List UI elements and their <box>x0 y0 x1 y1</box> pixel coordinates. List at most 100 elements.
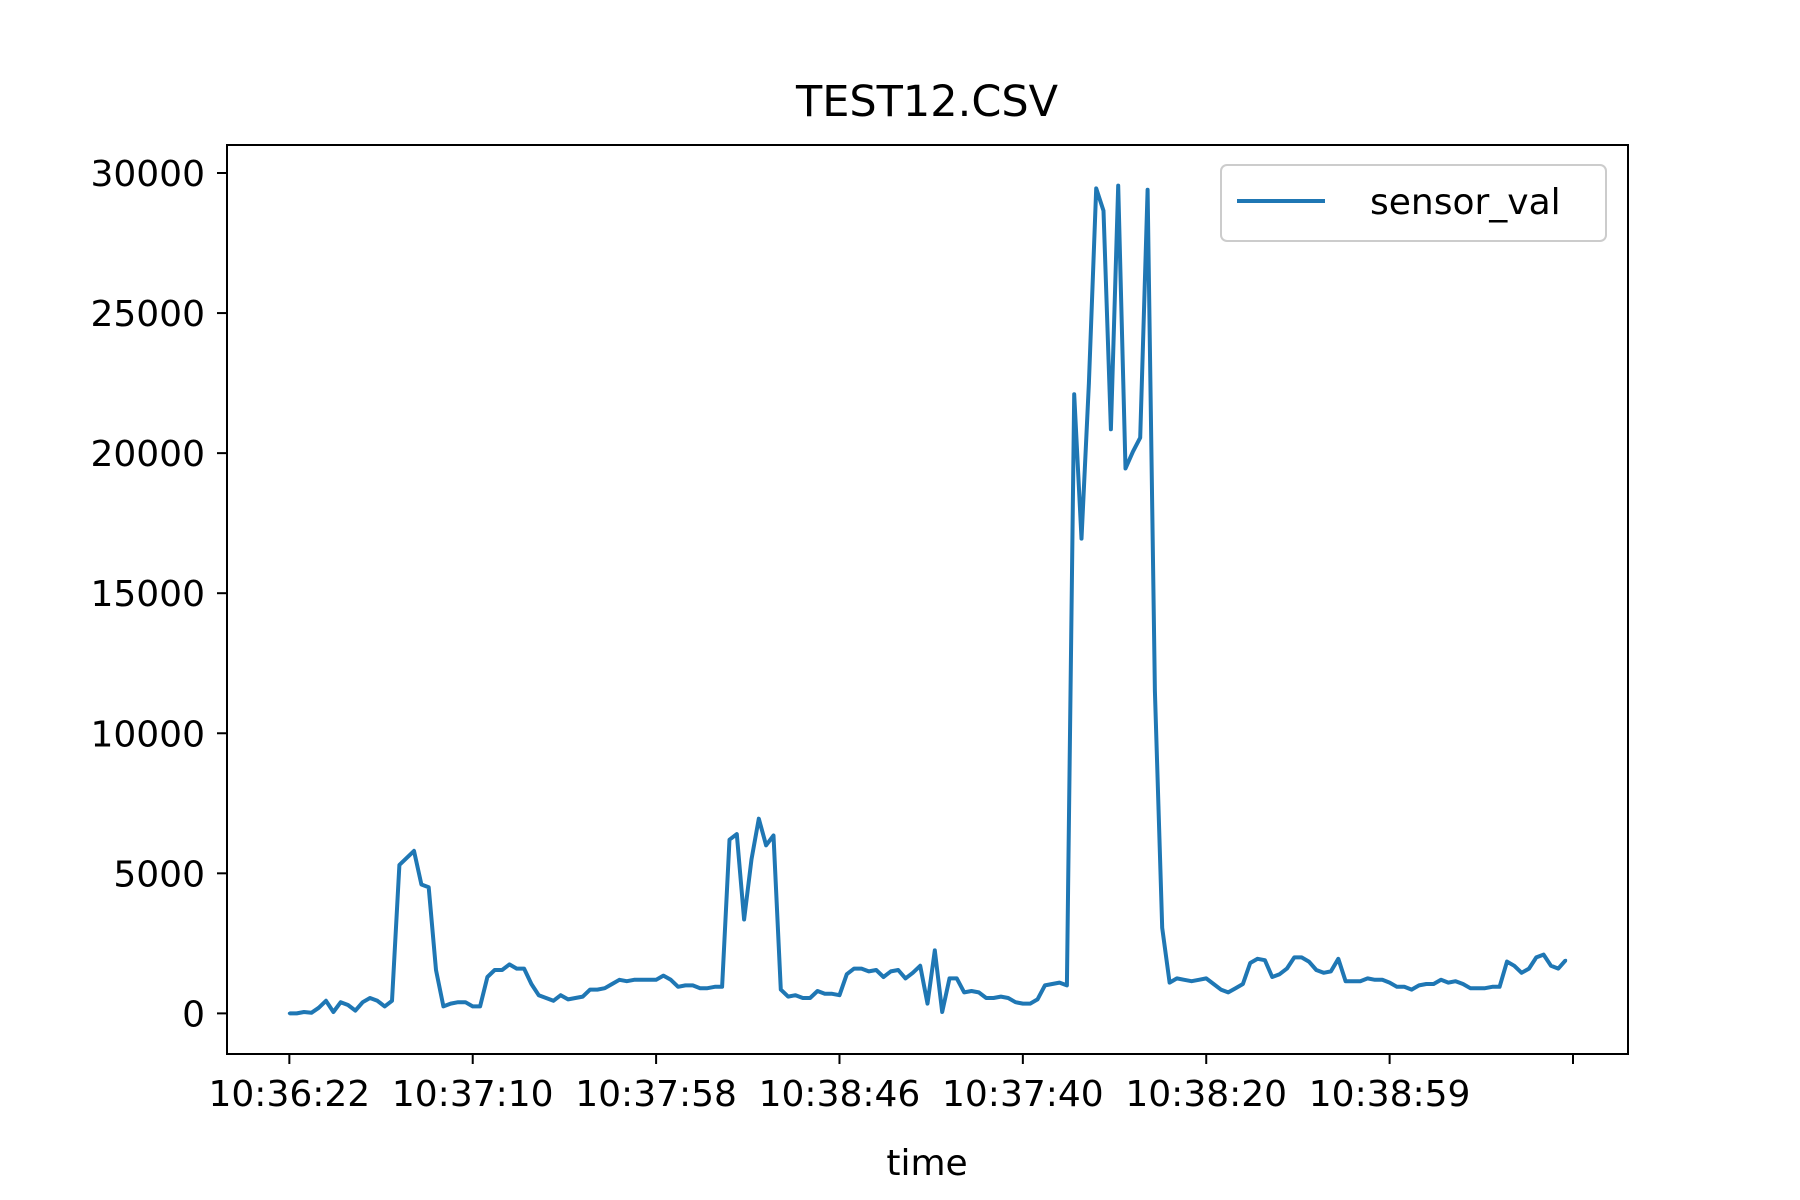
data-point <box>1256 957 1260 961</box>
data-point <box>1212 982 1216 986</box>
data-point <box>874 968 878 972</box>
x-tick-label: 10:37:58 <box>575 1074 737 1115</box>
data-point <box>1116 184 1120 188</box>
data-point <box>654 978 658 982</box>
data-point <box>764 843 768 847</box>
data-point <box>625 979 629 983</box>
data-point <box>1050 982 1054 986</box>
data-point <box>1241 982 1245 986</box>
y-tick-label: 10000 <box>90 714 205 755</box>
data-point <box>302 1010 306 1014</box>
data-point <box>1190 979 1194 983</box>
data-point <box>823 992 827 996</box>
y-tick-label: 25000 <box>90 294 205 335</box>
data-point <box>1248 961 1252 965</box>
data-point <box>1498 985 1502 989</box>
data-point <box>1373 978 1377 982</box>
data-point <box>617 978 621 982</box>
data-point <box>588 988 592 992</box>
legend: sensor_val <box>1220 164 1607 242</box>
data-point <box>639 978 643 982</box>
data-point <box>926 1002 929 1006</box>
data-point <box>1461 982 1465 986</box>
data-point <box>632 978 636 982</box>
data-point <box>441 1004 445 1008</box>
y-tick-label: 30000 <box>90 154 205 195</box>
data-point <box>992 996 995 1000</box>
data-point <box>449 1002 453 1006</box>
data-point <box>889 969 893 973</box>
data-point <box>772 834 775 837</box>
data-point <box>984 996 988 1000</box>
data-point <box>324 999 328 1003</box>
data-point <box>1175 976 1179 980</box>
data-point <box>1285 967 1289 971</box>
data-point <box>287 1011 291 1015</box>
data-point <box>816 989 819 993</box>
data-point <box>999 995 1003 999</box>
data-point <box>295 1011 299 1015</box>
data-point <box>838 993 841 997</box>
data-point <box>1300 955 1304 959</box>
data-point <box>940 1010 944 1014</box>
data-point <box>500 968 504 972</box>
data-point <box>1520 971 1524 975</box>
data-point <box>1058 981 1061 985</box>
data-point <box>405 856 409 860</box>
data-point <box>669 978 673 982</box>
legend-label-sensor-val: sensor_val <box>1370 182 1561 223</box>
data-point <box>1278 972 1282 976</box>
data-point <box>1270 975 1274 979</box>
data-point <box>383 1004 387 1008</box>
data-point <box>368 996 372 1000</box>
data-point <box>1556 967 1560 971</box>
data-point <box>1072 392 1076 396</box>
data-point <box>1527 967 1531 971</box>
data-point <box>397 863 401 867</box>
data-point <box>1124 467 1127 470</box>
data-point <box>1014 1000 1017 1004</box>
data-point <box>1490 985 1494 989</box>
data-point <box>1109 427 1113 431</box>
data-point <box>1102 209 1105 213</box>
series-line-sensor-val <box>289 183 1568 1016</box>
data-point <box>1065 983 1069 987</box>
x-tick-label: 10:38:59 <box>1309 1074 1471 1115</box>
data-point <box>918 964 922 968</box>
data-point <box>882 975 885 979</box>
data-point <box>1219 988 1223 992</box>
data-point <box>1549 964 1553 968</box>
data-point <box>860 967 863 971</box>
data-point <box>463 1000 467 1004</box>
data-point <box>427 885 431 889</box>
x-axis-label: time <box>886 1143 967 1184</box>
data-point <box>1366 976 1370 980</box>
data-point <box>735 832 739 836</box>
data-point <box>1292 955 1296 959</box>
data-point <box>1263 958 1267 962</box>
data-point <box>559 993 563 997</box>
data-point <box>544 996 548 1000</box>
data-point <box>1036 997 1039 1001</box>
data-point <box>705 986 709 990</box>
data-point <box>786 995 790 999</box>
data-point <box>1094 186 1098 190</box>
data-point <box>1087 381 1091 385</box>
data-point <box>1534 955 1538 959</box>
data-point <box>1160 926 1164 930</box>
data-point <box>434 968 438 972</box>
data-point <box>309 1011 313 1015</box>
data-point <box>493 968 497 972</box>
data-point <box>830 992 834 996</box>
data-point <box>595 988 599 992</box>
data-point <box>962 990 966 994</box>
data-point <box>845 972 849 976</box>
data-point <box>1021 1002 1025 1006</box>
y-tick-label: 0 <box>182 994 205 1035</box>
data-point <box>339 1000 343 1004</box>
data-point <box>728 838 731 842</box>
data-point <box>794 993 797 997</box>
data-point <box>904 976 907 980</box>
data-point <box>1153 689 1157 693</box>
